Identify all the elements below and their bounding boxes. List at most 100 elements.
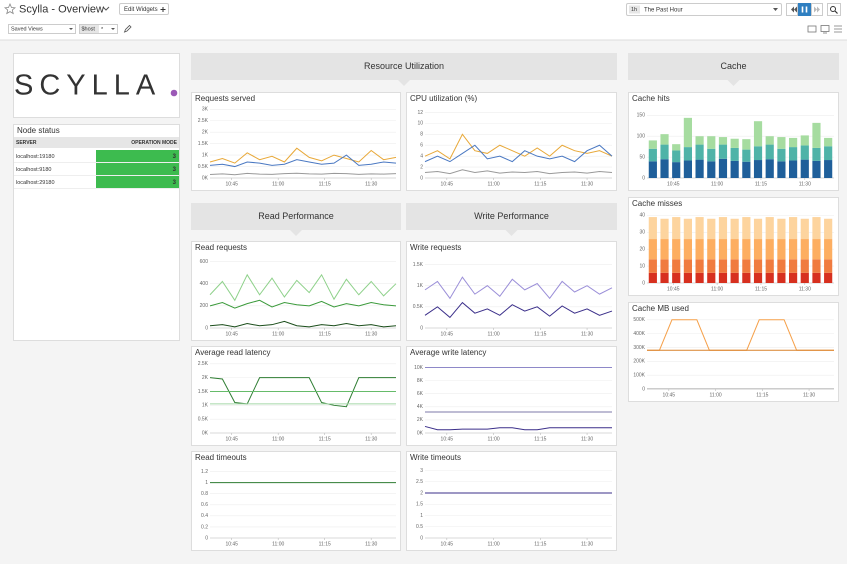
edit-variables-pencil[interactable]: [123, 24, 132, 33]
x-tick-label: 11:00: [272, 181, 284, 187]
y-tick-label: 50: [639, 154, 645, 160]
x-tick-label: 11:30: [799, 181, 811, 187]
chart-panel: [191, 451, 401, 551]
bar-segment: [742, 139, 751, 150]
group-header: [191, 203, 401, 230]
favorite-star[interactable]: [3, 2, 17, 15]
chart-title: Read timeouts: [195, 453, 247, 462]
y-tick-label: 0: [420, 325, 423, 331]
bar-segment: [800, 259, 809, 273]
y-tick-label: 600: [200, 259, 209, 265]
y-tick-label: 2.5K: [198, 361, 209, 367]
tv-mode-icon[interactable]: [820, 25, 830, 32]
x-tick-label: 11:15: [756, 392, 768, 398]
y-tick-label: 4K: [417, 404, 424, 410]
bar-segment: [753, 259, 763, 273]
pause-button[interactable]: [798, 3, 811, 16]
x-tick-label: 11:30: [365, 541, 377, 547]
bar-segment: [753, 160, 763, 178]
y-tick-label: 2.5: [416, 479, 423, 485]
y-tick-label: 3K: [202, 107, 209, 113]
bar-segment: [800, 145, 809, 160]
x-tick-label: 10:45: [225, 181, 238, 187]
time-short: 1h: [631, 7, 637, 13]
bar-segment: [800, 272, 809, 283]
bar-segment: [648, 217, 657, 240]
bar-segment: [718, 144, 728, 159]
y-tick-label: 0: [420, 175, 423, 181]
chart-title: Cache MB used: [632, 304, 689, 313]
y-tick-label: 0.8: [201, 491, 208, 497]
bar-segment: [730, 147, 739, 161]
group-title: Read Performance: [258, 211, 334, 221]
series-line: [209, 299, 397, 309]
bar-segment: [683, 160, 692, 178]
settings-icon[interactable]: [834, 25, 842, 33]
series-line: [424, 169, 613, 175]
bar-segment: [660, 159, 669, 178]
x-tick-label: 10:45: [225, 331, 238, 337]
group-header-arrow: [727, 80, 740, 86]
x-tick-label: 11:30: [581, 181, 593, 187]
bar-segment: [730, 160, 739, 178]
saved-views-label: Saved Views: [11, 27, 43, 33]
x-tick-label: 11:15: [534, 181, 546, 187]
series-line: [424, 133, 613, 160]
bar-segment: [812, 160, 821, 178]
series-line: [424, 276, 613, 300]
search-button[interactable]: [827, 3, 841, 16]
group-header-arrow: [398, 80, 410, 86]
x-tick-label: 11:00: [487, 436, 499, 442]
y-tick-label: 40: [639, 213, 645, 219]
bar-segment: [695, 144, 704, 160]
y-tick-label: 200: [200, 303, 209, 309]
bar-segment: [765, 259, 774, 273]
saved-views-select[interactable]: [8, 24, 76, 34]
y-tick-label: 200K: [633, 359, 645, 365]
bar-segment: [660, 218, 669, 240]
bar-segment: [683, 259, 692, 273]
y-tick-label: 100: [637, 134, 646, 140]
edit-widgets-button[interactable]: [119, 3, 169, 15]
y-tick-label: 0: [420, 535, 423, 541]
pause-icon: [801, 6, 808, 13]
bar-segment: [648, 239, 657, 260]
y-tick-label: 2: [420, 490, 423, 496]
bar-segment: [695, 259, 704, 273]
bar-segment: [765, 144, 774, 160]
logo-dot: [170, 89, 178, 97]
bar-segment: [742, 259, 751, 273]
bar-segment: [777, 239, 786, 260]
bar-segment: [812, 147, 821, 161]
chart-title: Write requests: [410, 243, 461, 252]
group-header-arrow: [505, 230, 518, 236]
y-tick-label: 2K: [202, 375, 209, 381]
bar-segment: [824, 272, 833, 283]
bar-segment: [765, 272, 774, 283]
bar-segment: [742, 272, 751, 283]
bar-segment: [800, 135, 809, 146]
server-name: localhost:29180: [16, 180, 55, 186]
title-menu-chevron[interactable]: [102, 6, 110, 11]
bar-segment: [648, 140, 657, 149]
x-tick-label: 11:30: [581, 541, 593, 547]
y-tick-label: 0.4: [201, 513, 208, 519]
y-tick-label: 400: [200, 281, 209, 287]
y-tick-label: 8K: [417, 378, 424, 384]
bar-segment: [730, 218, 739, 240]
bar-segment: [753, 272, 763, 283]
bar-segment: [660, 144, 669, 160]
keyboard-icon[interactable]: [807, 25, 817, 33]
bar-segment: [707, 136, 716, 149]
logo-panel: [13, 53, 180, 118]
x-tick-label: 10:45: [441, 436, 454, 442]
bar-segment: [812, 217, 821, 240]
chart-title: Cache hits: [632, 94, 670, 103]
bar-segment: [812, 122, 821, 148]
y-tick-label: 1.5: [416, 502, 423, 508]
bar-segment: [789, 272, 798, 283]
operation-mode: 3: [173, 180, 177, 186]
chart-panel: [191, 92, 401, 191]
time-selector[interactable]: [626, 3, 782, 16]
